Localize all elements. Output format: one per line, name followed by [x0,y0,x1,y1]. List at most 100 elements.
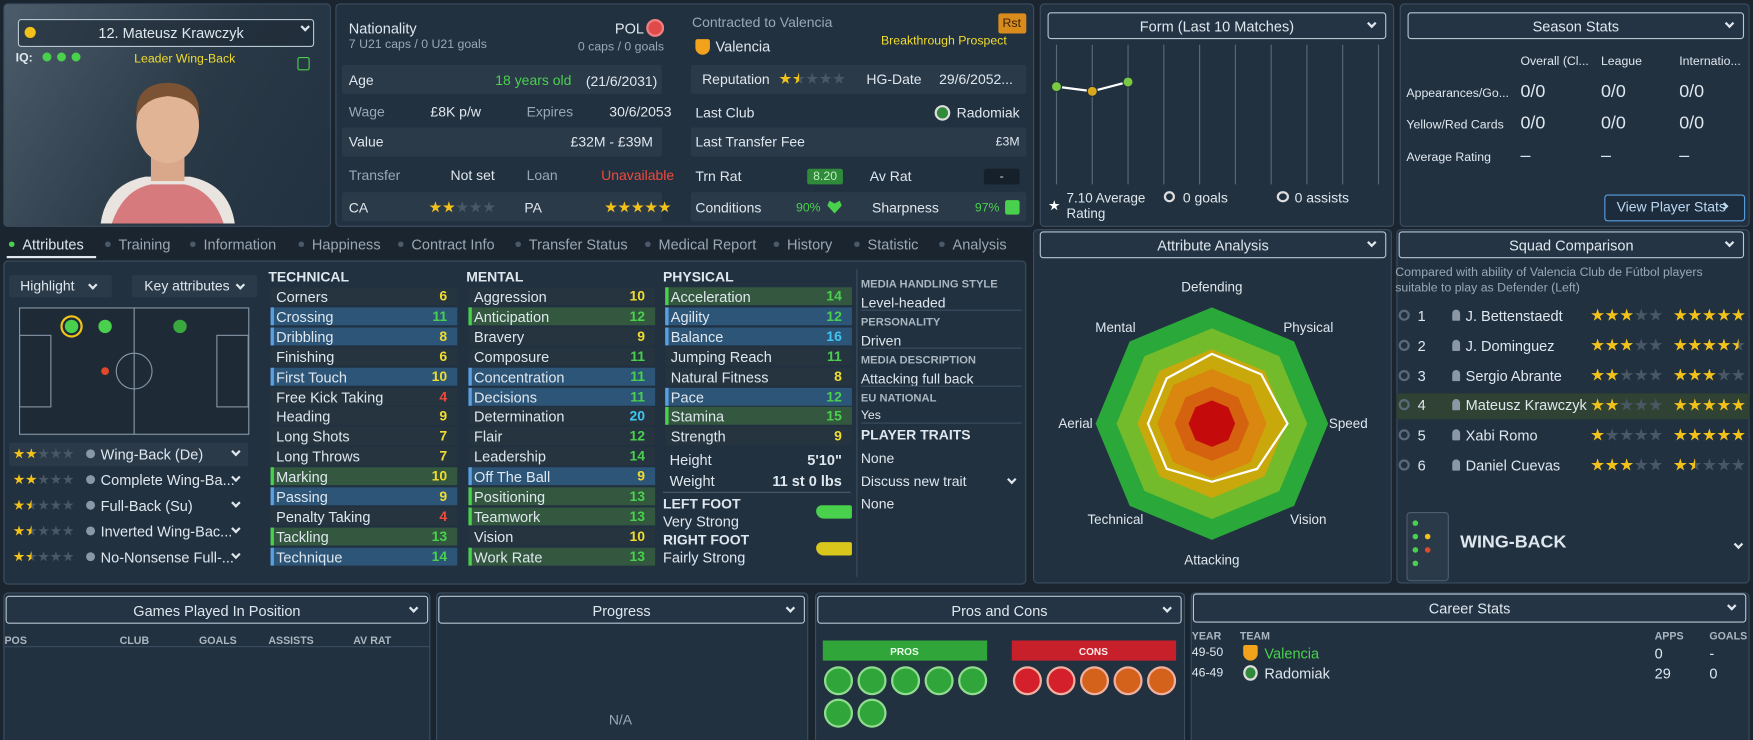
year: 49-50 [1191,646,1224,660]
dropdown[interactable] [131,274,258,298]
star [1620,308,1634,321]
dropdown[interactable] [1039,231,1387,259]
person-icon [1452,309,1461,321]
star [1620,338,1634,351]
goals: 0 goals [1182,190,1228,206]
dropdown[interactable] [1407,12,1745,40]
star [1673,308,1687,321]
right-foot: Fairly Strong [662,548,746,566]
dropdown[interactable] [1192,593,1747,623]
value: 13 [629,508,646,525]
tabs[interactable]: Contract Info [411,235,495,253]
attribute-row [665,407,852,426]
star [631,201,644,213]
empty: N/A [608,712,633,728]
tab-dot [190,241,196,248]
name: Crossing [276,308,334,326]
status-icon [1398,339,1410,351]
star [38,473,49,485]
attribute-row [468,307,656,326]
name: Anticipation [474,308,550,326]
star [1688,428,1702,441]
dropdown[interactable] [438,595,805,624]
rank: 2 [1417,337,1426,355]
star [25,448,37,459]
attribute-row [270,507,458,526]
star [1634,338,1648,351]
tabs[interactable]: Attributes [22,235,84,253]
form-point [1086,85,1098,97]
contracted: Contracted to Valencia [692,14,833,31]
star [1634,458,1648,471]
sharp-icon [1005,200,1020,215]
last-club: Radomiak [956,105,1020,121]
star [62,499,74,510]
season-panel [1399,3,1750,227]
attribute-row [468,367,656,386]
row-bg [690,64,1027,94]
tabs[interactable]: History [787,235,833,253]
star [50,525,62,536]
add-icon[interactable] [297,57,310,71]
star [1717,308,1731,321]
attribute-row [270,367,458,386]
star [483,201,496,213]
star [38,525,49,536]
attribute-row [270,407,458,426]
tabs[interactable]: Training [118,235,171,253]
star-rating [1673,458,1746,471]
value: 20 [629,408,646,425]
button[interactable]: View Player Stats [1616,198,1726,215]
tabs[interactable]: Happiness [311,235,381,253]
dropdown[interactable] [1398,231,1745,259]
reputation-label: Reputation [702,71,770,88]
name: Heading [276,408,331,426]
star [1591,368,1605,381]
name: Flair [474,428,503,446]
tabs[interactable]: Medical Report [658,235,757,253]
star [1673,368,1687,381]
tab-dot [645,241,651,248]
star [50,448,62,459]
name: No-Nonsense Full-... [100,548,234,566]
star [819,72,832,84]
value: 12 [826,388,842,405]
columns: YEAR [1191,630,1222,643]
form-point [1050,81,1063,93]
star [429,201,442,213]
star [658,201,671,213]
attribute-row [270,307,458,326]
flag [646,19,665,37]
value: 4 [439,508,448,525]
star-rating [1673,338,1746,351]
crest [695,39,710,55]
pros-bar [822,640,988,661]
pa-label: PA [524,200,542,216]
star [1732,398,1745,411]
star [1688,338,1702,351]
star [1591,308,1605,321]
star-rating [429,201,496,213]
value-label: Value [348,134,384,150]
player-name-box[interactable] [17,19,315,47]
status-icon [1398,369,1410,381]
tabs[interactable]: Transfer Status [528,235,628,253]
conditions: 90% [796,201,821,215]
dropdown[interactable] [817,595,1182,624]
wage-label: Wage [348,103,385,120]
tabs[interactable]: Analysis [952,235,1007,253]
dropdown[interactable] [5,595,429,624]
dropdown[interactable] [1047,12,1387,40]
pro-icon [857,698,887,728]
key-attributes[interactable]: Key attributes [144,278,230,294]
name: Marking [276,468,328,486]
form-chart [1050,44,1380,185]
star [1688,368,1702,381]
dropdown[interactable] [8,274,112,298]
name: Full-Back (Su) [100,497,193,515]
button[interactable] [1604,194,1746,222]
tabs[interactable]: Information [203,235,277,253]
highlight[interactable]: Highlight [20,278,75,294]
info-icon [86,449,96,459]
tabs[interactable]: Statistic [867,235,919,253]
